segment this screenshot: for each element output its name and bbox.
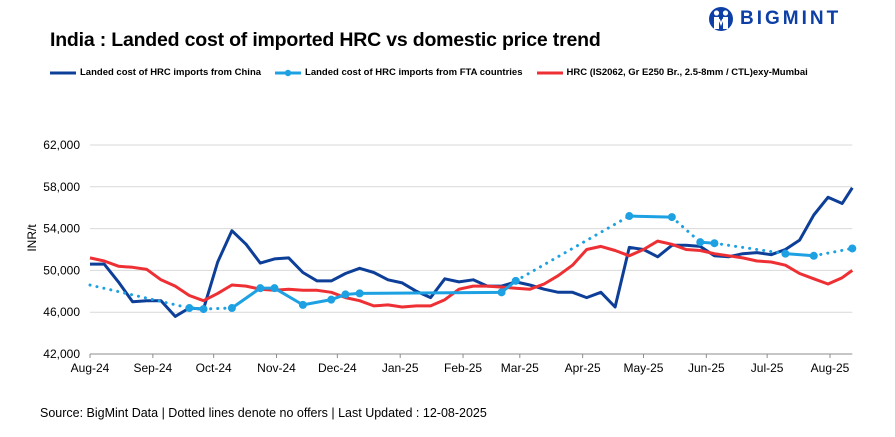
- x-tick-label: Oct-24: [196, 361, 232, 375]
- series-segment-fta: [301, 298, 333, 307]
- bigmint-logo-icon: [709, 7, 733, 31]
- series-segment-fta: [358, 290, 504, 295]
- series-marker-fta: [341, 290, 350, 299]
- series-segment-fta-no-offer: [812, 246, 854, 258]
- series-marker-fta: [809, 251, 818, 260]
- x-tick-label: Jan-25: [382, 361, 419, 375]
- series-marker-fta: [185, 304, 194, 313]
- y-tick-label: 50,000: [43, 263, 80, 277]
- series-marker-fta: [327, 295, 336, 304]
- series-marker-fta: [625, 212, 634, 221]
- legend-swatch-china: [50, 71, 76, 74]
- series-segment-fta-no-offer: [88, 283, 191, 310]
- y-tick-label: 42,000: [43, 347, 80, 361]
- series-marker-fta: [667, 213, 676, 222]
- y-axis-label: INR/t: [25, 224, 39, 252]
- chart-title: India : Landed cost of imported HRC vs d…: [50, 29, 601, 51]
- series-marker-fta: [710, 239, 719, 248]
- legend-swatch-domestic: [536, 71, 563, 74]
- series-marker-fta: [256, 284, 265, 293]
- series-segment-fta-no-offer: [712, 241, 787, 256]
- x-tick-label: Jul-25: [751, 361, 784, 375]
- legend-item-china: Landed cost of HRC imports from China: [50, 67, 261, 78]
- series-marker-fta: [511, 276, 520, 285]
- legend-label: HRC (IS2062, Gr E250 Br., 2.5-8mm / CTL)…: [566, 67, 808, 78]
- y-tick-label: 58,000: [43, 180, 80, 194]
- series-marker-fta: [497, 288, 506, 297]
- series-marker-fta: [199, 305, 208, 314]
- x-tick-label: Dec-24: [318, 361, 357, 375]
- series-segment-fta-no-offer: [670, 215, 702, 244]
- x-tick-label: May-25: [623, 361, 663, 375]
- series-marker-fta: [270, 284, 279, 293]
- x-tick-label: Aug-24: [71, 361, 110, 375]
- y-tick-label: 62,000: [43, 138, 80, 152]
- series-segment-fta-no-offer: [202, 306, 234, 311]
- legend: Landed cost of HRC imports from China La…: [50, 67, 822, 78]
- series-marker-fta: [355, 289, 364, 298]
- x-tick-label: Aug-25: [811, 361, 850, 375]
- series-marker-fta: [848, 244, 857, 253]
- source-note: Source: BigMint Data | Dotted lines deno…: [40, 406, 487, 420]
- series-segment-fta: [230, 286, 262, 310]
- x-tick-label: Mar-25: [501, 361, 539, 375]
- brand-name: BIGMINT: [740, 8, 842, 29]
- legend-label: Landed cost of HRC imports from China: [80, 67, 262, 78]
- series-line-china: [90, 186, 854, 318]
- bigmint-logo: BIGMINT: [708, 6, 841, 32]
- x-tick-label: Feb-25: [444, 361, 482, 375]
- series-marker-fta: [696, 238, 705, 247]
- x-tick-label: Apr-25: [565, 361, 601, 375]
- legend-item-fta: Landed cost of HRC imports from FTA coun…: [275, 67, 523, 78]
- series-marker-fta: [227, 304, 236, 313]
- y-tick-label: 54,000: [43, 222, 80, 236]
- y-tick-label: 46,000: [43, 305, 80, 319]
- x-tick-label: Jun-25: [688, 361, 725, 375]
- series-marker-fta: [298, 300, 307, 309]
- series-marker-fta: [781, 249, 790, 258]
- series-segment-fta: [272, 286, 305, 307]
- x-tick-label: Nov-24: [257, 361, 296, 375]
- series-segment-fta: [783, 252, 816, 258]
- legend-swatch-fta: [275, 69, 302, 76]
- series-segment-fta-no-offer: [514, 214, 631, 283]
- series-line-domestic: [89, 239, 854, 309]
- legend-item-domestic: HRC (IS2062, Gr E250 Br., 2.5-8mm / CTL)…: [536, 67, 808, 78]
- legend-label: Landed cost of HRC imports from FTA coun…: [305, 67, 523, 78]
- series-segment-fta: [627, 214, 674, 219]
- x-tick-label: Sep-24: [133, 361, 172, 375]
